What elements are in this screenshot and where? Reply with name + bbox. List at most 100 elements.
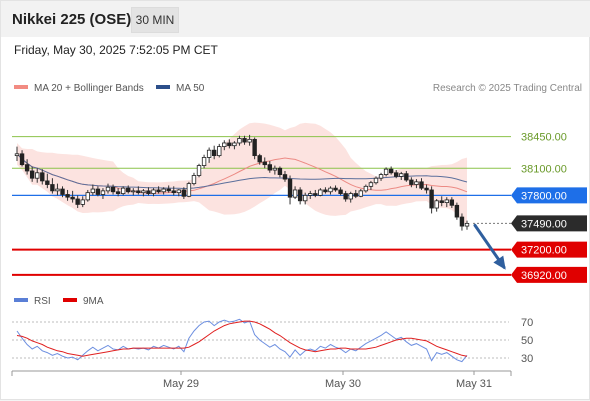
candle-body [19, 153, 25, 166]
candle [399, 171, 404, 181]
candle-body [277, 167, 283, 175]
support-tag-bg [511, 266, 587, 283]
candle-body [328, 187, 333, 193]
9ma-legend-swatch [63, 298, 77, 302]
candle [206, 147, 212, 163]
candle [242, 135, 247, 145]
candle-body [120, 187, 126, 194]
rsi-level-label: 50 [521, 335, 533, 347]
candle [287, 175, 293, 205]
candle [120, 186, 126, 196]
candle-body [131, 190, 136, 193]
candle [70, 190, 75, 203]
candle-body [454, 204, 460, 218]
candle [414, 179, 419, 189]
candle [419, 178, 424, 190]
candle-body [186, 183, 192, 197]
candle [65, 189, 70, 201]
candle [353, 189, 358, 199]
rsi-9ma-line [16, 320, 468, 357]
candle-body [201, 157, 207, 166]
candle-body [211, 149, 217, 157]
candle [444, 197, 449, 208]
candle [151, 188, 156, 197]
candle-body [368, 182, 374, 187]
candle-body [237, 138, 242, 144]
candle [222, 140, 227, 151]
forecast-arrow [473, 223, 506, 270]
datetime-label: Friday, May 30, 2025 7:52:05 PM CET [14, 43, 218, 57]
last-price-tag-bg [511, 215, 587, 232]
support-price-label: 36920.00 [521, 270, 567, 282]
candle [186, 181, 192, 198]
price-tags: 38450.00 38100.00 37800.00 37490.00 37200.00… [511, 132, 587, 283]
candle-body [439, 200, 444, 203]
candle-body [156, 189, 161, 193]
candle-body [424, 187, 429, 191]
attribution: Research © 2025 Trading Central [433, 83, 582, 94]
pivot-tag-bg [511, 187, 587, 204]
forecast-arrow-head [493, 255, 506, 270]
candle-body [252, 138, 257, 157]
candle-body [383, 168, 389, 175]
candle-body [90, 188, 96, 194]
candle-body [444, 199, 449, 203]
candle-body [353, 193, 358, 197]
candle [373, 176, 379, 185]
candle-body [409, 179, 414, 185]
candle [358, 189, 364, 198]
candle-body [388, 168, 394, 174]
candle-body [55, 188, 60, 192]
candle [75, 195, 80, 209]
x-tick-label: May 31 [456, 378, 492, 390]
candle [191, 172, 197, 186]
candle [161, 187, 166, 195]
candle [292, 186, 298, 199]
candle-body [449, 199, 455, 206]
header-bar: Nikkei 225 (OSE) 30 MIN [1, 1, 590, 37]
candle-body [348, 193, 353, 200]
candle [449, 197, 455, 209]
candle-body [151, 189, 156, 194]
candle-body [176, 189, 181, 194]
candle [459, 213, 465, 231]
rsi-legend: RSI 9MA [14, 296, 104, 307]
candle-body [272, 167, 278, 171]
candle-body [115, 191, 121, 194]
candle-body [363, 185, 369, 192]
candle-body [126, 187, 131, 193]
candle-body [338, 189, 343, 194]
ma50-line [16, 153, 468, 190]
9ma-legend-label: 9MA [83, 296, 104, 307]
candle-body [100, 190, 106, 195]
chart-title: Nikkei 225 (OSE) [12, 11, 132, 28]
support-price-label: 37200.00 [521, 245, 567, 257]
candle [378, 172, 384, 181]
candle [35, 168, 40, 183]
candle-body [308, 193, 313, 196]
candle [95, 186, 101, 197]
candle [368, 180, 374, 190]
candle [29, 166, 35, 182]
resistance-price-label: 38100.00 [521, 163, 567, 175]
candle-body [378, 174, 384, 179]
candle [126, 185, 131, 194]
support-tag-bg [511, 241, 587, 258]
candle [141, 189, 146, 197]
last-price-price-label: 37490.00 [521, 218, 567, 230]
candle [50, 178, 55, 194]
candle [110, 184, 116, 195]
candle-body [404, 173, 409, 181]
candle-body [242, 138, 247, 143]
candle-body [75, 198, 80, 205]
candle [338, 187, 343, 196]
pivot-price-label: 37800.00 [521, 190, 567, 202]
candle [40, 169, 45, 185]
candle-body [171, 190, 176, 194]
candle-body [333, 187, 338, 191]
ma50-legend-swatch [156, 85, 170, 89]
candle [257, 153, 262, 165]
candle [100, 188, 106, 199]
candle [308, 190, 313, 199]
timeframe-button[interactable]: 30 MIN [131, 7, 179, 33]
